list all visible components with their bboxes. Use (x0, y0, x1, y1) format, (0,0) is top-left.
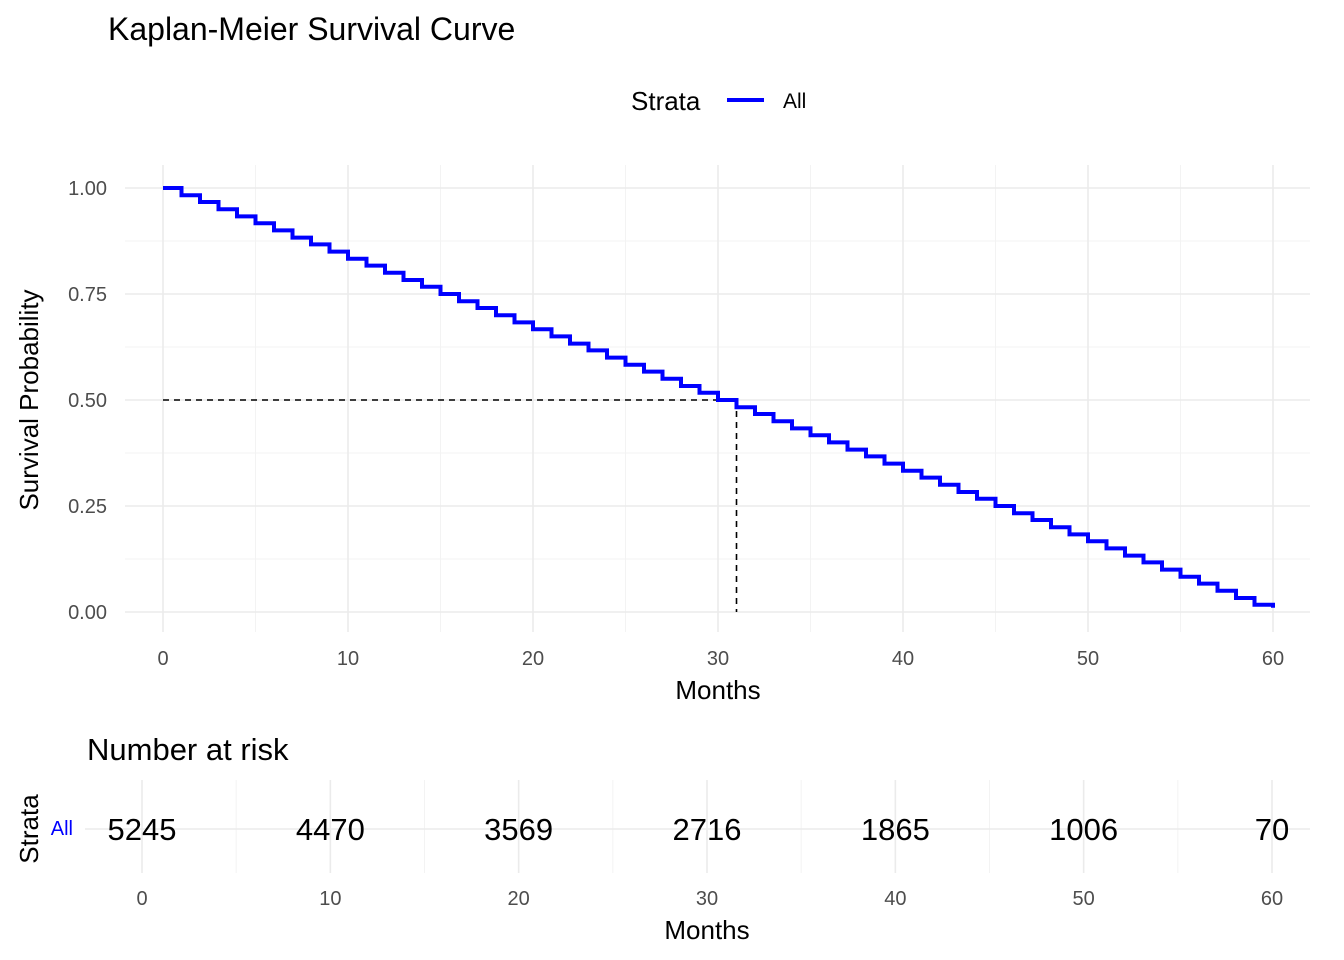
survival-plot-grid (125, 165, 1310, 632)
y-tick-label: 1.00 (68, 178, 107, 200)
y-tick-label: 0.25 (68, 496, 107, 518)
risk-x-tick-labels: 0 10 20 30 40 50 60 (136, 888, 1283, 910)
y-tick-label: 0.50 (68, 390, 107, 412)
x-tick-label: 30 (707, 648, 729, 670)
risk-x-tick-label: 40 (884, 888, 906, 910)
x-tick-label: 10 (337, 648, 359, 670)
x-tick-labels: 0 10 20 30 40 50 60 (157, 648, 1284, 670)
risk-y-axis-title: Strata (14, 794, 44, 864)
x-tick-label: 40 (892, 648, 914, 670)
risk-x-tick-label: 10 (319, 888, 341, 910)
survival-plot: 0.00 0.25 0.50 0.75 1.00 0 10 20 30 40 50 60 Month… (14, 165, 1310, 705)
legend-title: Strata (631, 86, 701, 116)
y-tick-labels: 0.00 0.25 0.50 0.75 1.00 (68, 178, 107, 624)
risk-value: 2716 (673, 812, 742, 847)
risk-x-tick-label: 50 (1073, 888, 1095, 910)
y-tick-label: 0.00 (68, 602, 107, 624)
risk-x-tick-label: 0 (136, 888, 147, 910)
risk-x-tick-label: 30 (696, 888, 718, 910)
risk-value: 5245 (108, 812, 177, 847)
legend-label-all: All (783, 90, 806, 113)
x-axis-title: Months (675, 675, 760, 705)
x-tick-label: 50 (1077, 648, 1099, 670)
x-tick-label: 20 (522, 648, 544, 670)
risk-table: Number at risk All 5245 4470 3569 2716 1865 1… (14, 732, 1310, 945)
survival-curve-all (163, 186, 1275, 608)
risk-value: 4470 (296, 812, 365, 847)
risk-table-grid (85, 780, 1310, 873)
y-tick-label: 0.75 (68, 284, 107, 306)
risk-value: 3569 (484, 812, 553, 847)
risk-value: 70 (1255, 812, 1289, 847)
chart-title: Kaplan-Meier Survival Curve (108, 11, 515, 47)
risk-row-label-all: All (51, 818, 73, 840)
risk-value: 1006 (1049, 812, 1118, 847)
y-axis-title: Survival Probability (14, 289, 44, 510)
legend: Strata All (631, 86, 806, 116)
x-tick-label: 60 (1262, 648, 1284, 670)
risk-table-title: Number at risk (87, 732, 289, 767)
median-survival-lines (163, 399, 738, 612)
risk-x-axis-title: Months (664, 915, 749, 945)
risk-value: 1865 (861, 812, 930, 847)
risk-x-tick-label: 60 (1261, 888, 1283, 910)
risk-table-values: 5245 4470 3569 2716 1865 1006 70 (108, 812, 1290, 847)
risk-x-tick-label: 20 (508, 888, 530, 910)
x-tick-label: 0 (157, 648, 168, 670)
